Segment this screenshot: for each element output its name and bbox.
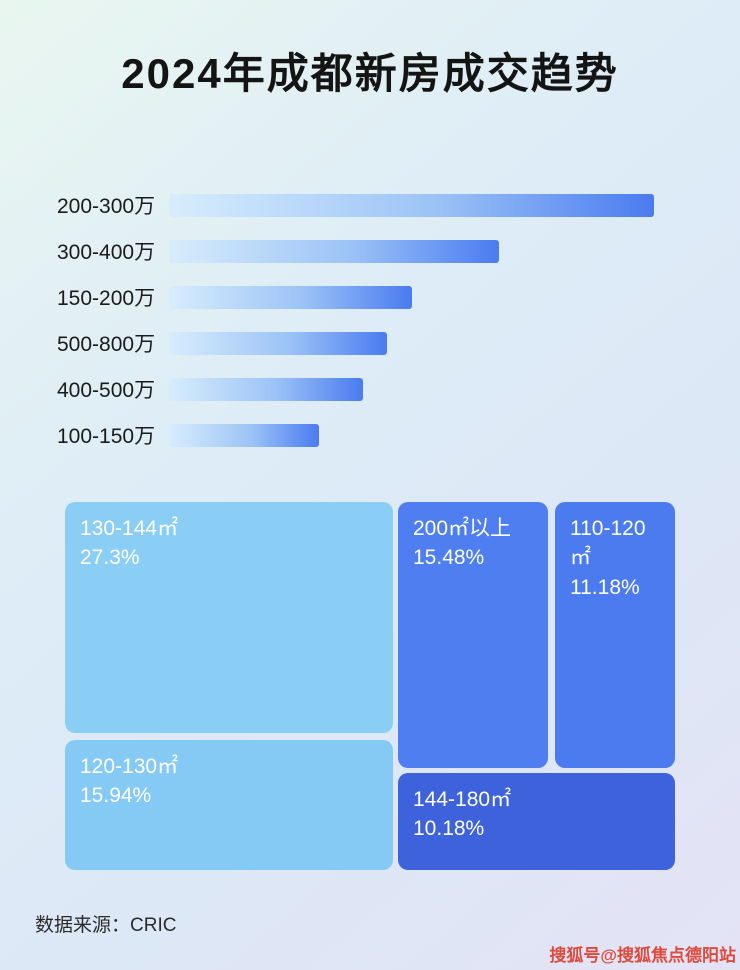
- area-share-treemap: 130-144㎡ 27.3% 120-130㎡ 15.94% 200㎡以上 15…: [65, 502, 675, 870]
- bar-fill: [169, 423, 320, 447]
- bar-category-label: 200-300万: [57, 195, 156, 218]
- bar-row: 100-150万: [57, 423, 740, 448]
- bar-track: [169, 331, 654, 355]
- treemap-block-label: 120-130㎡: [80, 755, 179, 778]
- bar-fill: [169, 193, 654, 217]
- bar-fill: [169, 331, 388, 355]
- bar-fill: [169, 377, 363, 401]
- data-source-label: 数据来源：CRIC: [35, 915, 177, 936]
- treemap-block-120-130: 120-130㎡ 15.94%: [65, 740, 393, 870]
- bar-row: 400-500万: [57, 377, 740, 402]
- bar-row: 200-300万: [57, 193, 740, 218]
- treemap-block-label: 144-180㎡: [413, 788, 512, 811]
- bar-category-label: 100-150万: [57, 425, 156, 448]
- treemap-block-130-144: 130-144㎡ 27.3%: [65, 502, 393, 733]
- treemap-block-percent: 27.3%: [80, 546, 140, 570]
- watermark-text: 搜狐号@搜狐焦点德阳站: [549, 946, 736, 965]
- bar-track: [169, 193, 654, 217]
- treemap-block-percent: 15.48%: [413, 546, 485, 570]
- price-range-bar-chart: 200-300万 300-400万 150-200万 500-800万 400-: [0, 193, 740, 448]
- bar-track: [169, 239, 654, 263]
- treemap-block-percent: 15.94%: [80, 784, 152, 808]
- treemap-block-200-plus: 200㎡以上 15.48%: [398, 502, 548, 768]
- bar-row: 150-200万: [57, 285, 740, 310]
- bar-fill: [169, 239, 499, 263]
- treemap-block-144-180: 144-180㎡ 10.18%: [398, 773, 675, 870]
- bar-fill: [169, 285, 412, 309]
- bar-category-label: 150-200万: [57, 287, 156, 310]
- bar-row: 500-800万: [57, 331, 740, 356]
- bar-category-label: 500-800万: [57, 333, 156, 356]
- treemap-block-110-120: 110-120㎡ 11.18%: [555, 502, 675, 768]
- treemap-block-percent: 11.18%: [570, 575, 640, 599]
- bar-row: 300-400万: [57, 239, 740, 264]
- bar-category-label: 300-400万: [57, 241, 156, 264]
- page-title: 2024年成都新房成交趋势: [121, 50, 619, 97]
- bar-track: [169, 377, 654, 401]
- treemap-block-label: 200㎡以上: [413, 517, 512, 540]
- bar-track: [169, 285, 654, 309]
- bar-category-label: 400-500万: [57, 379, 156, 402]
- treemap-block-percent: 10.18%: [413, 817, 485, 841]
- treemap-block-label: 130-144㎡: [80, 517, 179, 540]
- bar-track: [169, 423, 654, 447]
- treemap-block-label: 110-120㎡: [570, 517, 646, 570]
